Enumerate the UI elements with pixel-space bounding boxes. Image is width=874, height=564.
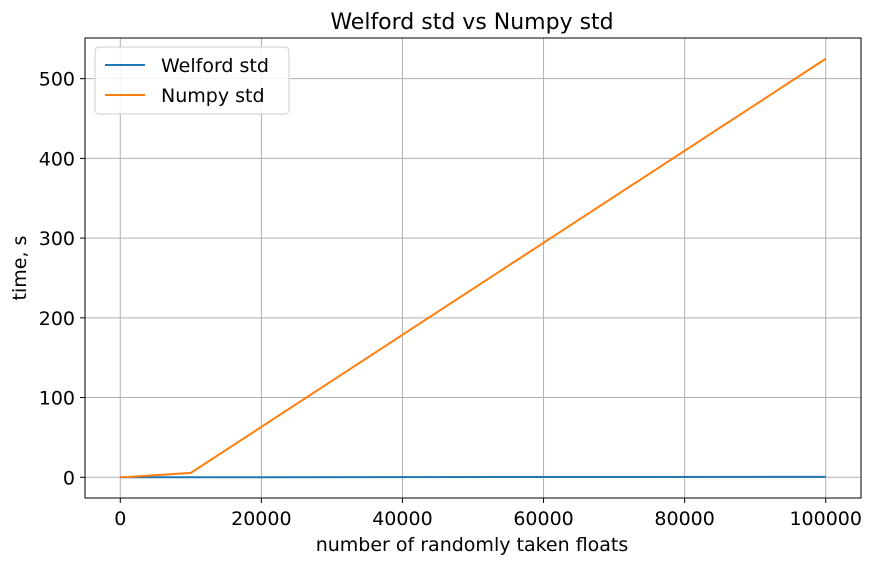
legend-label-0: Welford std	[161, 55, 269, 77]
x-tick-label-5: 100000	[789, 508, 862, 530]
chart-title: Welford std vs Numpy std	[330, 10, 613, 35]
y-axis-ticks: 0 100 200 300 400 500	[39, 69, 85, 489]
legend-box	[94, 46, 290, 115]
y-tick-label-3: 300	[39, 228, 75, 250]
y-tick-label-0: 0	[63, 467, 75, 489]
series-line-numpy-std	[120, 57, 827, 479]
plot-frame	[84, 37, 862, 499]
x-axis-label: number of randomly taken floats	[316, 534, 629, 556]
x-tick-label-1: 20000	[231, 508, 291, 530]
y-axis-label: time, s	[9, 236, 31, 301]
x-tick-label-4: 80000	[654, 508, 714, 530]
y-tick-label-1: 100	[39, 388, 75, 410]
x-axis-ticks: 0 20000 40000 60000 80000 100000	[114, 498, 862, 530]
legend-label-1: Numpy std	[161, 85, 265, 107]
legend: Welford std Numpy std	[94, 46, 290, 115]
series-lines	[120, 57, 827, 479]
y-tick-label-5: 500	[39, 69, 75, 91]
x-tick-label-3: 60000	[513, 508, 573, 530]
y-tick-label-4: 400	[39, 148, 75, 170]
x-tick-label-0: 0	[114, 508, 126, 530]
y-tick-label-2: 200	[39, 308, 75, 330]
x-tick-label-2: 40000	[372, 508, 432, 530]
